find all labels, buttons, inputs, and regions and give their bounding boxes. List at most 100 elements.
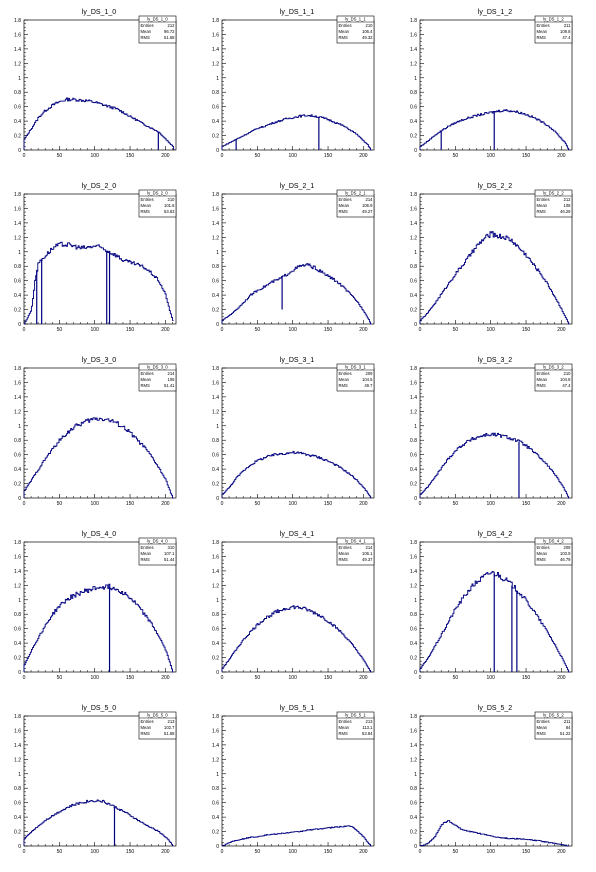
y-tick-label: 1.8 [14,366,21,372]
stats-label-rms: RMS [339,209,349,214]
y-tick-label: 0.8 [410,264,417,270]
y-tick-label: 1.2 [212,235,219,241]
x-tick-label: 200 [359,153,368,159]
x-tick-label: 50 [57,327,63,333]
y-tick-label: 0 [18,322,21,328]
y-tick-label: 0.6 [14,105,21,111]
stats-box [534,189,573,218]
x-tick-label: 200 [557,153,566,159]
y-tick-label: 1.8 [14,714,21,720]
stats-value-entries: 211 [564,23,571,28]
y-tick-label: 1.4 [14,395,21,401]
y-tick-label: 1.8 [14,192,21,198]
y-tick-label: 1 [216,598,219,604]
stats-name: ly_DS_3_2 [543,365,564,370]
y-tick-label: 0.6 [212,627,219,633]
stats-value-entries: 310 [168,545,176,550]
histogram-panel-ly_DS_3_2: ly_DS_3_2 0 0.2 0.4 0.6 0.8 1 1.2 1.4 1.6 1.8 0 50 10… [396,348,594,522]
stats-label-entries: Entries [141,23,154,28]
stats-label-rms: RMS [141,731,151,736]
y-tick-label: 1.6 [14,554,21,560]
y-tick-label: 0.2 [14,482,21,488]
y-tick-label: 1.4 [212,569,219,575]
panel-title: ly_DS_5_1 [279,705,315,712]
x-tick-label: 0 [23,327,26,333]
x-tick-label: 200 [557,327,566,333]
x-tick-label: 150 [522,849,531,855]
y-tick-label: 1.2 [14,235,21,241]
histogram-panel-ly_DS_5_1: ly_DS_5_1 0 0.2 0.4 0.6 0.8 1 1.2 1.4 1.6 1.8 0 50 10… [198,696,396,870]
y-tick-label: 1.2 [410,757,417,763]
x-tick-label: 50 [255,327,261,333]
y-tick-label: 0 [216,148,219,154]
stats-box [336,363,375,392]
stats-box [336,189,375,218]
y-tick-label: 1.2 [14,409,21,415]
histogram-line [221,450,372,499]
stats-label-entries: Entries [339,719,352,724]
y-tick-label: 0.8 [14,786,21,792]
stats-value-rms: 49.27 [362,209,373,214]
panel-title: ly_DS_2_1 [279,183,315,190]
stats-box [534,15,573,44]
x-tick-label: 200 [557,501,566,507]
histogram-svg: 0 0.2 0.4 0.6 0.8 1 1.2 1.4 1.6 1.8 0 50 100 150 200 ly… [212,711,375,855]
y-tick-label: 1.8 [14,540,21,546]
stats-label-mean: Mean [537,29,548,34]
y-tick-label: 0 [216,496,219,502]
stats-label-rms: RMS [537,209,547,214]
stats-value-mean: 105 [168,377,176,382]
stats-value-rms: 46.29 [560,209,571,214]
y-tick-label: 0.2 [410,308,417,314]
stats-name: ly_DS_5_1 [345,713,366,718]
x-tick-label: 100 [289,327,298,333]
y-tick-label: 0 [414,496,417,502]
x-tick-label: 50 [57,675,63,681]
histogram-panel-ly_DS_3_1: ly_DS_3_1 0 0.2 0.4 0.6 0.8 1 1.2 1.4 1.6 1.8 0 50 10… [198,348,396,522]
y-tick-label: 0.2 [212,308,219,314]
y-tick-label: 0.6 [212,105,219,111]
y-tick-label: 1.8 [410,192,417,198]
histogram-line [221,605,372,673]
y-tick-label: 1 [414,76,417,82]
stats-value-entries: 210 [168,197,176,202]
histogram-svg: 0 0.2 0.4 0.6 0.8 1 1.2 1.4 1.6 1.8 0 50 100 150 200 ly… [410,15,573,159]
stats-value-rms: 51.41 [164,383,175,388]
x-tick-label: 0 [419,153,422,159]
stats-label-rms: RMS [141,383,151,388]
stats-value-rms: 49.7 [364,383,373,388]
x-tick-label: 0 [23,153,26,159]
y-tick-label: 1.4 [410,743,417,749]
stats-label-mean: Mean [339,377,350,382]
stats-box [336,537,375,566]
y-tick-label: 0.4 [410,641,417,647]
stats-value-entries: 212 [564,197,572,202]
stats-value-rms: 46.79 [560,557,571,562]
y-tick-label: 1.8 [212,540,219,546]
stats-name: ly_DS_2_0 [147,191,168,196]
stats-label-entries: Entries [141,545,154,550]
x-tick-label: 0 [221,327,224,333]
histogram-line [23,417,174,499]
histogram-line [23,799,174,847]
y-tick-label: 1.2 [212,409,219,415]
x-tick-label: 150 [126,327,135,333]
stats-label-mean: Mean [339,203,350,208]
y-tick-label: 1.4 [410,221,417,227]
y-tick-label: 0.2 [14,308,21,314]
y-tick-label: 0.2 [410,830,417,836]
histogram-line [419,432,570,499]
y-tick-label: 1.6 [14,380,21,386]
x-tick-label: 150 [126,849,135,855]
x-tick-label: 200 [359,849,368,855]
y-tick-label: 0.8 [14,90,21,96]
y-tick-label: 0.8 [410,438,417,444]
stats-value-rms: 53.63 [164,209,175,214]
stats-value-entries: 214 [168,371,176,376]
y-tick-label: 1 [414,424,417,430]
y-tick-label: 1.2 [410,583,417,589]
stats-value-mean: 108 [564,203,572,208]
x-tick-label: 200 [359,675,368,681]
y-tick-label: 1.2 [410,409,417,415]
